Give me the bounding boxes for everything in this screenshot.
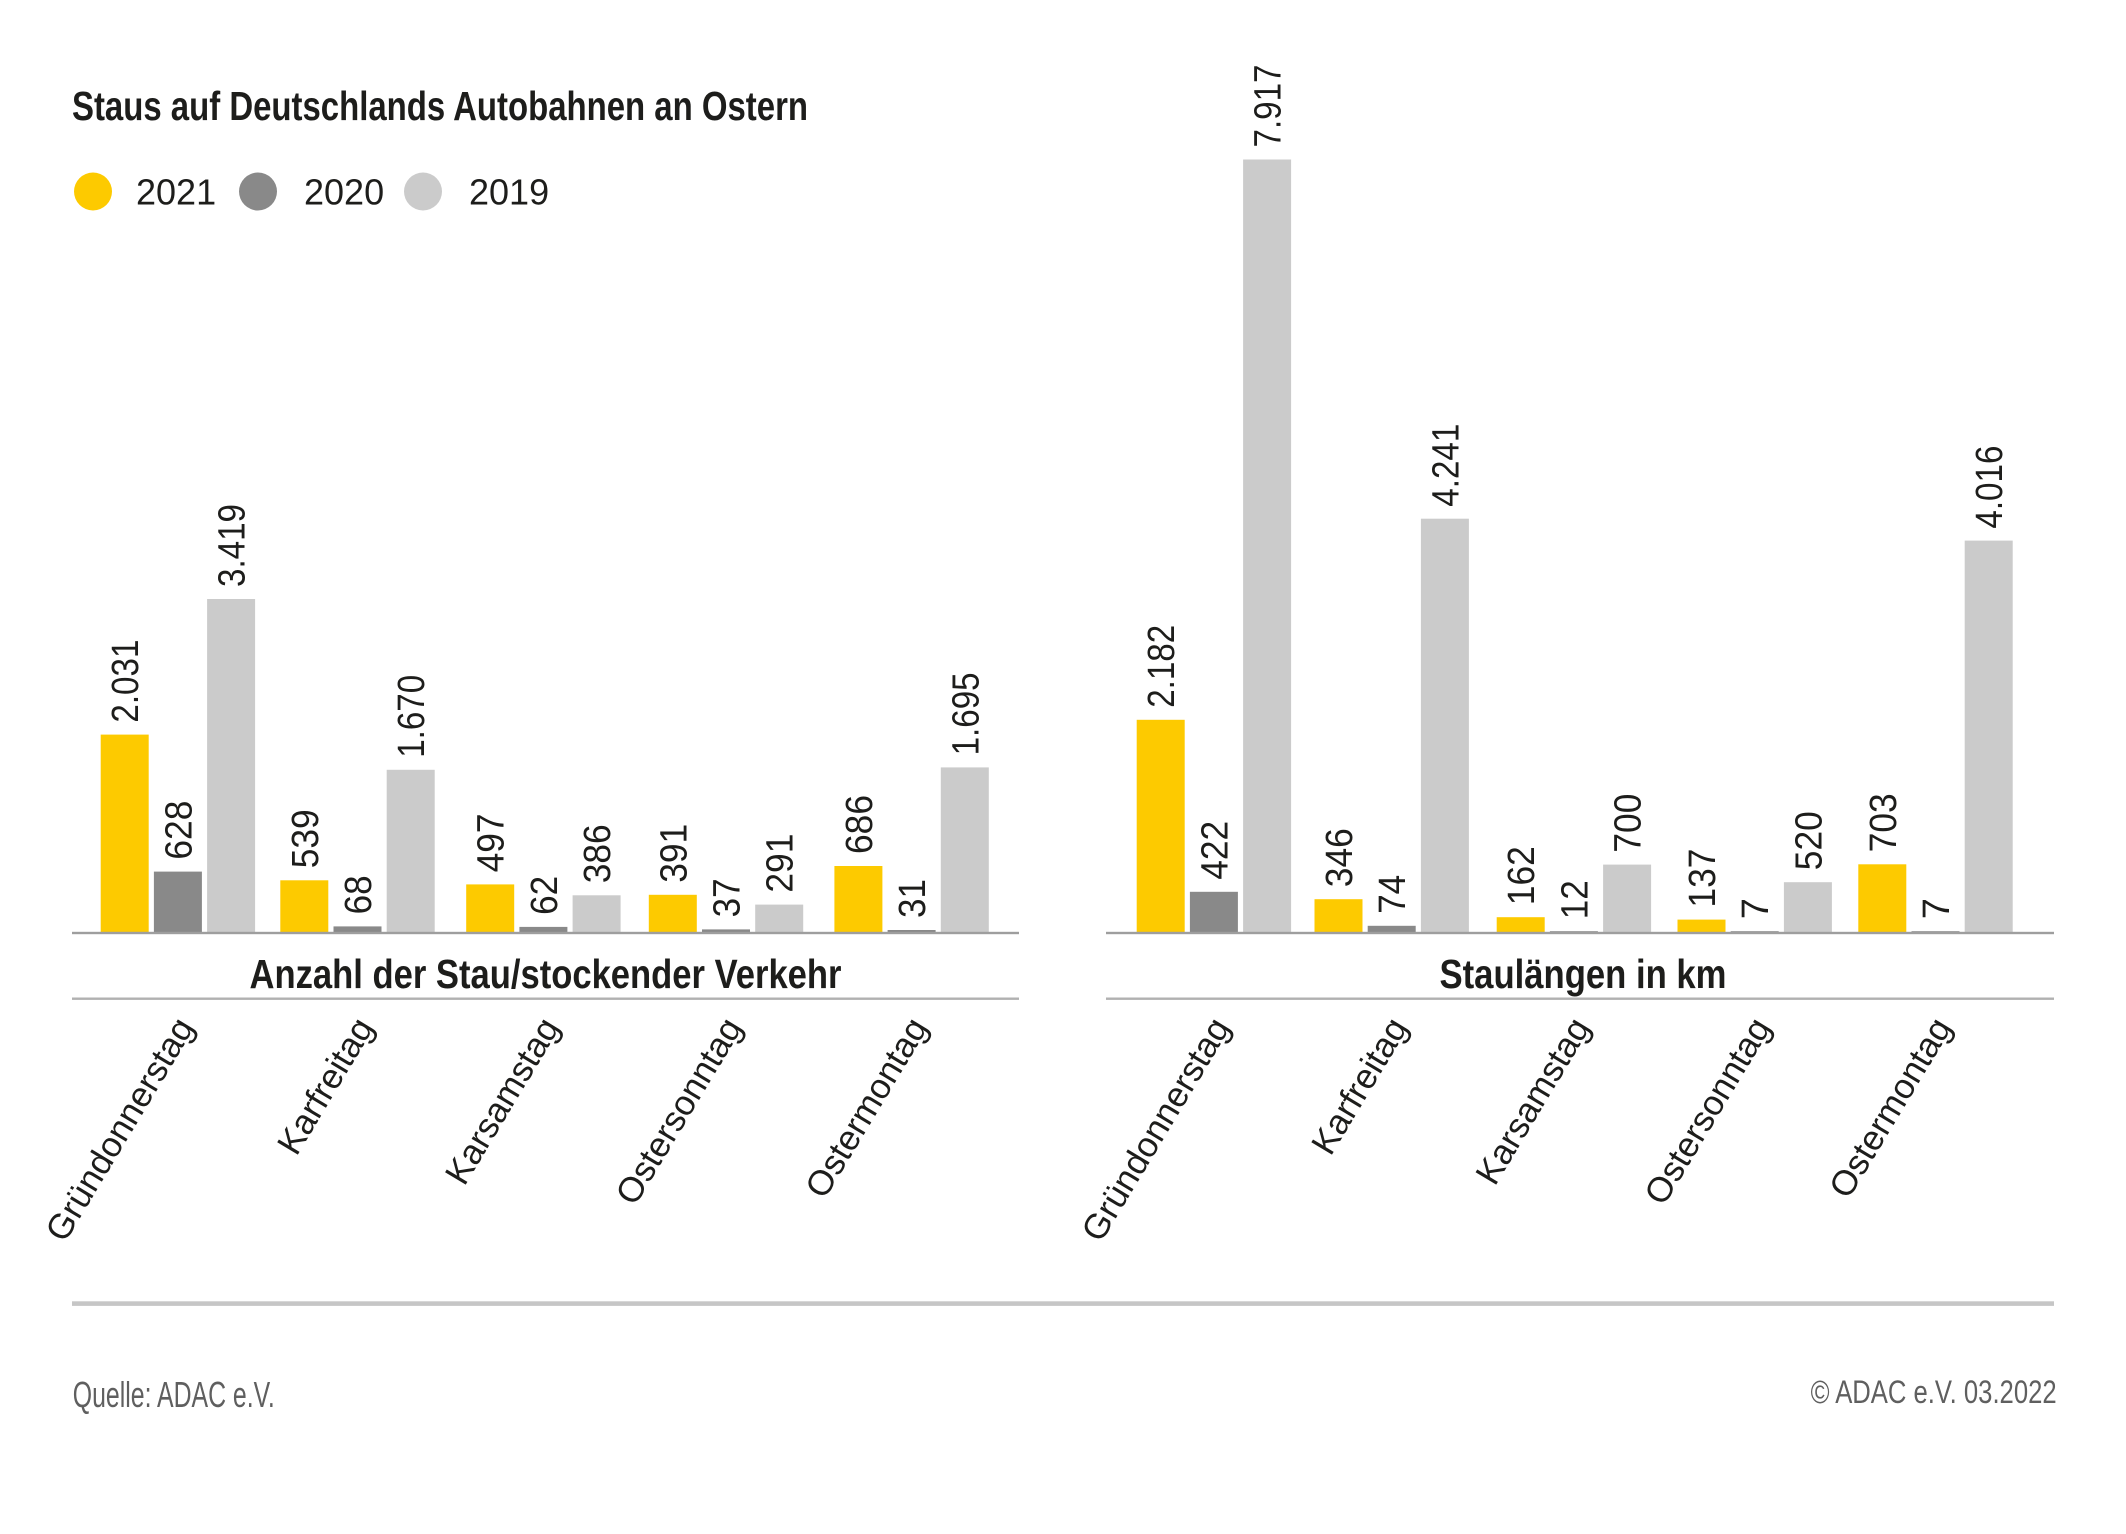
svg-text:2.031: 2.031 [105, 640, 147, 723]
svg-text:703: 703 [1863, 793, 1905, 852]
svg-text:2.182: 2.182 [1141, 625, 1183, 708]
svg-text:12: 12 [1554, 880, 1596, 919]
svg-text:700: 700 [1608, 794, 1650, 853]
svg-text:Quelle: ADAC e.V.: Quelle: ADAC e.V. [73, 1374, 275, 1415]
svg-text:68: 68 [338, 875, 380, 914]
svg-text:1.695: 1.695 [945, 672, 987, 755]
svg-text:© ADAC e.V. 03.2022: © ADAC e.V. 03.2022 [1811, 1374, 2057, 1410]
svg-text:7: 7 [1916, 898, 1958, 919]
svg-text:2019: 2019 [469, 172, 549, 213]
svg-text:291: 291 [760, 834, 802, 893]
svg-text:137: 137 [1682, 849, 1724, 908]
svg-text:Staulängen in km: Staulängen in km [1440, 951, 1727, 997]
svg-text:1.670: 1.670 [391, 675, 433, 758]
svg-text:3.419: 3.419 [212, 504, 254, 587]
svg-text:4.016: 4.016 [1969, 446, 2011, 529]
svg-text:Staus auf Deutschlands Autobah: Staus auf Deutschlands Autobahnen an Ost… [72, 83, 808, 129]
svg-text:74: 74 [1372, 875, 1414, 914]
svg-text:4.241: 4.241 [1425, 424, 1467, 507]
svg-text:62: 62 [524, 876, 566, 915]
svg-text:346: 346 [1319, 828, 1361, 887]
svg-text:2021: 2021 [136, 172, 216, 213]
svg-text:7.917: 7.917 [1248, 65, 1290, 148]
svg-text:37: 37 [707, 878, 749, 917]
svg-text:391: 391 [653, 824, 695, 883]
svg-text:Anzahl der Stau/stockender Ver: Anzahl der Stau/stockender Verkehr [250, 951, 842, 997]
svg-text:31: 31 [892, 879, 934, 918]
svg-text:422: 422 [1194, 821, 1236, 880]
svg-text:386: 386 [577, 824, 619, 883]
svg-text:497: 497 [471, 813, 513, 872]
svg-text:539: 539 [285, 809, 327, 868]
svg-text:520: 520 [1788, 811, 1830, 870]
svg-text:686: 686 [839, 795, 881, 854]
svg-text:162: 162 [1501, 846, 1543, 905]
svg-text:628: 628 [158, 801, 200, 860]
svg-text:2020: 2020 [304, 172, 384, 213]
svg-text:7: 7 [1735, 898, 1777, 919]
